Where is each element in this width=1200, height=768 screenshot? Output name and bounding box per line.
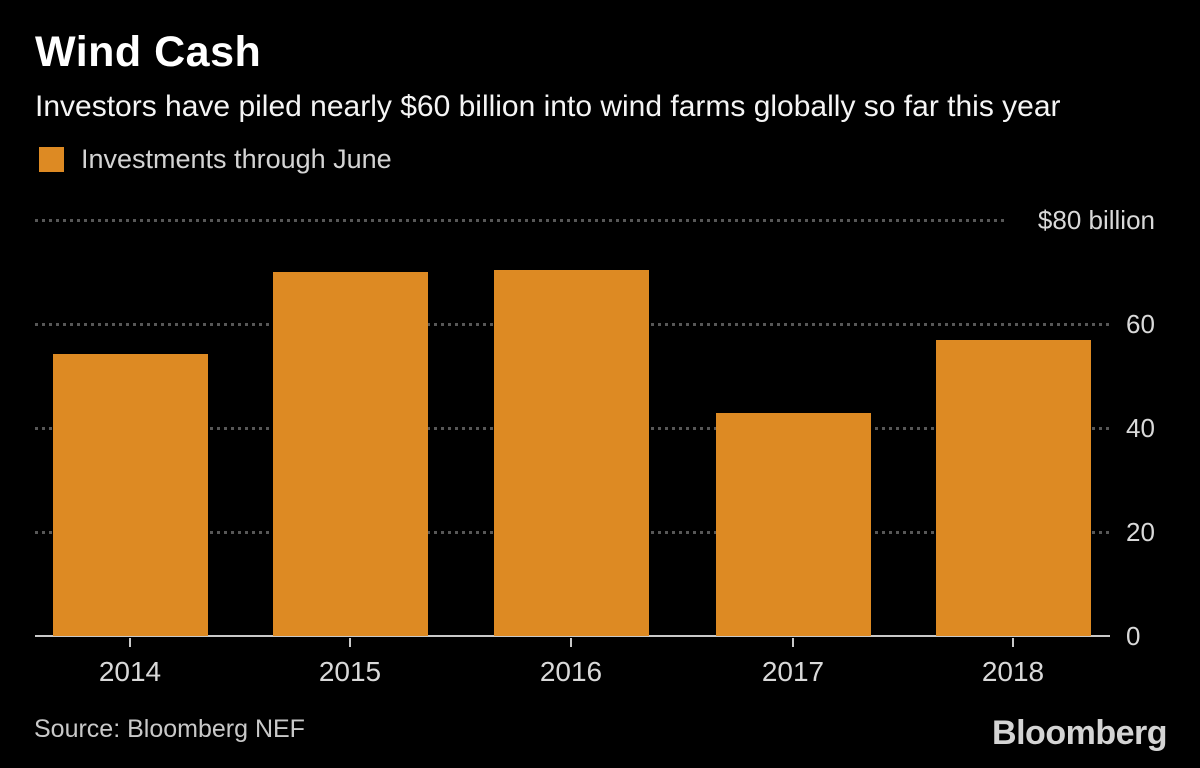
source-note: Source: Bloomberg NEF — [34, 715, 305, 743]
chart-title: Wind Cash — [35, 28, 262, 76]
bar-2018 — [935, 339, 1091, 636]
x-axis-tick-2017 — [792, 638, 794, 647]
y-axis-label-60: 60 — [1126, 309, 1155, 339]
gridline-80 — [35, 219, 1007, 222]
bar-2016 — [493, 269, 649, 636]
y-axis-label-40: 40 — [1126, 413, 1155, 443]
x-axis-tick-2015 — [349, 638, 351, 647]
x-axis-label-2018: 2018 — [981, 656, 1045, 687]
bloomberg-logo: Bloomberg — [992, 714, 1167, 752]
x-axis-tick-2014 — [129, 638, 131, 647]
legend-label: Investments through June — [81, 144, 392, 174]
y-axis-label-0: 0 — [1126, 621, 1141, 651]
x-axis-baseline — [35, 635, 1110, 637]
x-axis-label-2014: 2014 — [98, 656, 162, 687]
legend-swatch-icon — [39, 147, 64, 172]
chart-subtitle: Investors have piled nearly $60 billion … — [35, 90, 1061, 123]
y-axis-label-20: 20 — [1126, 517, 1155, 547]
legend: Investments through June — [39, 144, 392, 174]
x-axis-tick-2016 — [570, 638, 572, 647]
y-axis-label-80: $80 billion — [1037, 205, 1155, 235]
bar-2014 — [52, 353, 208, 636]
bar-2017 — [715, 412, 871, 636]
x-axis-label-2015: 2015 — [318, 656, 382, 687]
x-axis-label-2017: 2017 — [761, 656, 825, 687]
x-axis-tick-2018 — [1012, 638, 1014, 647]
bar-2015 — [272, 272, 428, 636]
x-axis-label-2016: 2016 — [539, 656, 603, 687]
